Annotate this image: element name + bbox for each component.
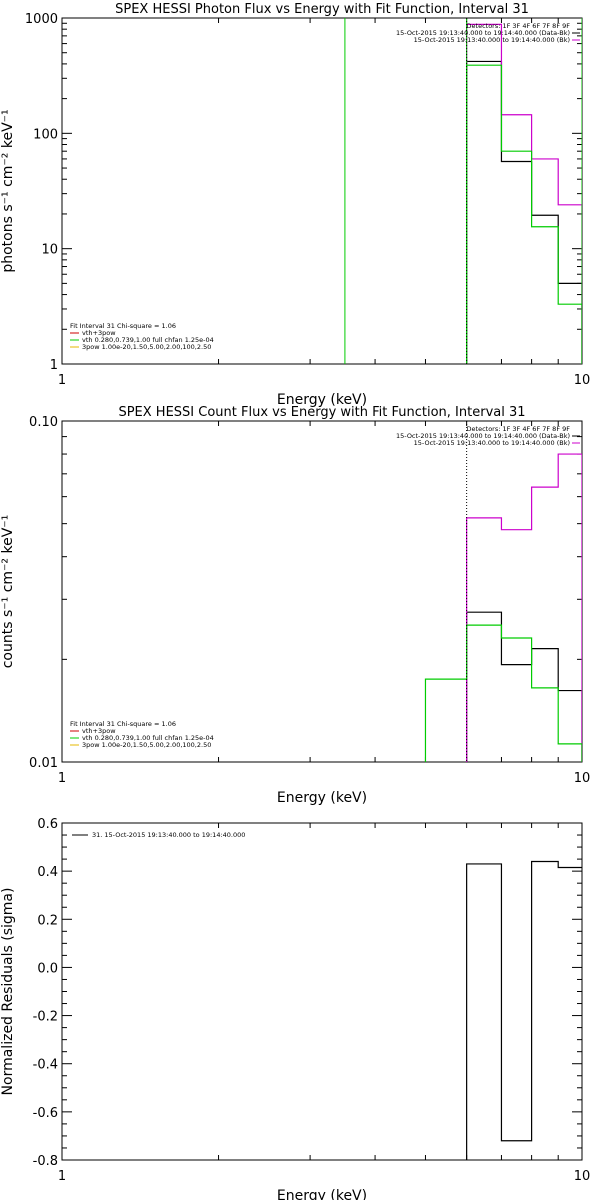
y-tick-label: 1000 bbox=[25, 12, 58, 27]
x-axis-label: Energy (keV) bbox=[277, 392, 367, 408]
y-tick-label: 0.0 bbox=[37, 961, 58, 976]
chart-title: SPEX HESSI Photon Flux vs Energy with Fi… bbox=[115, 2, 529, 17]
series-line-3 bbox=[424, 624, 582, 762]
legend-text: 31. 15-Oct-2015 19:13:40.000 to 19:14:40… bbox=[92, 831, 245, 839]
data-layer bbox=[466, 860, 582, 1160]
legend-text: vth+3pow bbox=[82, 329, 116, 337]
x-tick-label: 1 bbox=[58, 373, 66, 388]
chart-panel-1: 1 10 1 10 100 1000 SPEX HESSI Photon Flux vs E… bbox=[0, 2, 590, 408]
y-tick-label: 0.6 bbox=[37, 817, 58, 832]
chart-title: SPEX HESSI Count Flux vs Energy with Fit… bbox=[118, 405, 525, 420]
legend-text: 3pow 1.00e-20,1.50,5.00,2.00,100,2.50 bbox=[82, 741, 211, 749]
legend-text: vth+3pow bbox=[82, 727, 116, 735]
x-tick-label: 1 bbox=[58, 1169, 66, 1184]
y-tick-label: 10 bbox=[41, 243, 58, 258]
legend-text: vth 0.280,0.739,1.00 full chfan 1.25e-04 bbox=[82, 336, 214, 344]
legend-text: vth 0.280,0.739,1.00 full chfan 1.25e-04 bbox=[82, 734, 214, 742]
series-line-2 bbox=[466, 23, 582, 364]
y-tick-label: 1 bbox=[50, 358, 58, 373]
y-tick-label: 100 bbox=[33, 127, 58, 142]
legend-text: 15-Oct-2015 19:13:40.000 to 19:14:40.000… bbox=[414, 36, 570, 44]
plot-frame bbox=[61, 420, 583, 763]
plot-frame bbox=[61, 17, 583, 365]
x-tick-label: 10 bbox=[574, 1169, 591, 1184]
legend-text: 15-Oct-2015 19:13:40.000 to 19:14:40.000… bbox=[396, 432, 570, 440]
series-line-2 bbox=[466, 453, 582, 762]
y-tick-label: -0.4 bbox=[33, 1058, 58, 1073]
y-tick-label: -0.6 bbox=[33, 1106, 58, 1121]
legend-text: 3pow 1.00e-20,1.50,5.00,2.00,100,2.50 bbox=[82, 343, 211, 351]
y-tick-label: -0.2 bbox=[33, 1010, 58, 1025]
y-axis-label: photons s⁻¹ cm⁻² keV⁻¹ bbox=[0, 109, 16, 272]
series-line-1 bbox=[466, 860, 582, 1160]
x-axis-label: Energy (keV) bbox=[277, 790, 367, 806]
legend-text: 15-Oct-2015 19:13:40.000 to 19:14:40.000… bbox=[414, 439, 570, 447]
data-layer bbox=[424, 421, 582, 762]
y-tick-label: 0.10 bbox=[29, 415, 58, 430]
y-tick-label: 0.2 bbox=[37, 913, 58, 928]
data-layer bbox=[344, 18, 582, 364]
plot-frame bbox=[61, 822, 583, 1161]
x-tick-label: 1 bbox=[58, 771, 66, 786]
chart-panel-2: 1 10 0.01 0.10 SPEX HESSI Count Flux vs Ener… bbox=[0, 405, 590, 806]
legend-text: Fit Interval 31 Chi-square = 1.06 bbox=[70, 322, 176, 330]
series-line-1 bbox=[466, 611, 582, 762]
x-axis-label: Energy (keV) bbox=[277, 1188, 367, 1200]
series-line-3 bbox=[466, 64, 582, 364]
y-axis-label: Normalized Residuals (sigma) bbox=[0, 888, 16, 1096]
y-tick-label: -0.8 bbox=[33, 1154, 58, 1169]
x-tick-label: 10 bbox=[574, 373, 591, 388]
x-tick-label: 10 bbox=[574, 771, 591, 786]
y-axis-label: counts s⁻¹ cm⁻² keV⁻¹ bbox=[0, 515, 16, 669]
y-tick-label: 0.4 bbox=[37, 865, 58, 880]
y-tick-label: 0.01 bbox=[29, 756, 58, 771]
series-line-1 bbox=[466, 60, 582, 364]
legend-text: Detectors: 1F 3F 4F 6F 7F 8F 9F bbox=[467, 425, 571, 433]
chart-panel-3: 1 10 -0.8 -0.6 -0.4 -0.2 0.0 0.2 0.4 0.6 Energy (k… bbox=[0, 817, 590, 1200]
legend-text: 15-Oct-2015 19:13:40.000 to 19:14:40.000… bbox=[396, 29, 570, 37]
legend-text: Fit Interval 31 Chi-square = 1.06 bbox=[70, 720, 176, 728]
legend-text: Detectors: 1F 3F 4F 6F 7F 8F 9F bbox=[467, 22, 571, 30]
